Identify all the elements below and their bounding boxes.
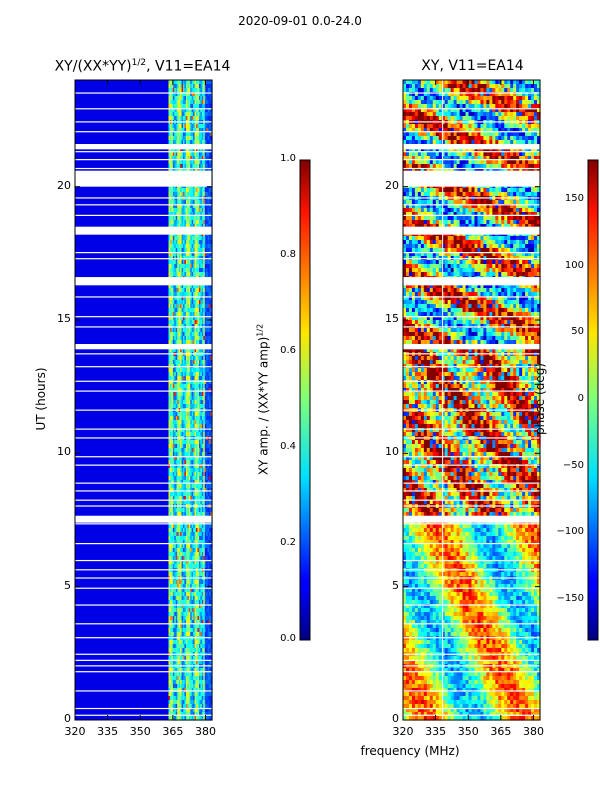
- amp-colorbar: [299, 159, 311, 641]
- right-axes-frame: [402, 79, 541, 721]
- right-panel-title: XY, V11=EA14: [421, 58, 524, 74]
- left-xtick-label: 320: [64, 725, 86, 738]
- figure-suptitle: 2020-09-01 0.0-24.0: [238, 14, 362, 28]
- amp-cb-tick-label: 1.0: [280, 153, 296, 164]
- left-ytick-label: 5: [64, 578, 71, 592]
- amp-cb-tick-label: 0.8: [280, 249, 296, 260]
- left-xtick-label: 365: [162, 725, 184, 738]
- amp-cb-label-main: XY amp. / (XX*YY amp): [256, 336, 271, 476]
- right-xtick-label: 350: [457, 725, 479, 738]
- amp-colorbar-label: XY amp. / (XX*YY amp)1/2: [256, 305, 271, 495]
- phase-cb-tick-label: 100: [564, 259, 584, 271]
- phase-colorbar-label: phase (deg): [533, 363, 547, 436]
- amp-cb-label-sup: 1/2: [255, 323, 265, 337]
- right-ytick-label: 5: [392, 578, 399, 592]
- left-title-rest: , V11=EA14: [146, 58, 231, 75]
- right-xtick-label: 365: [490, 725, 512, 738]
- right-xtick-label: 320: [392, 725, 414, 738]
- amp-cb-tick-label: 0.6: [280, 345, 296, 356]
- right-heatmap: [403, 80, 541, 721]
- right-ytick-label: 15: [385, 312, 399, 325]
- amp-cb-tick-label: 0.2: [280, 537, 296, 548]
- left-ytick-label: 10: [57, 445, 71, 459]
- amp-cb-tick-label: 0.0: [280, 633, 296, 644]
- amp-cb-tick-label: 0.4: [280, 441, 296, 452]
- left-ytick-label: 0: [64, 712, 71, 725]
- right-xtick-label: 380: [522, 725, 544, 738]
- left-ylabel: UT (hours): [34, 367, 48, 431]
- right-xtick-label: 335: [425, 725, 447, 738]
- left-heatmap: [75, 80, 213, 721]
- xaxis-label: frequency (MHz): [360, 744, 460, 758]
- left-ytick-label: 15: [57, 312, 71, 325]
- right-ytick-label: 20: [385, 178, 399, 192]
- left-title-main: XY/(XX*YY): [54, 58, 132, 75]
- right-ytick-label: 10: [385, 445, 399, 459]
- phase-cb-tick-label: 0: [577, 393, 584, 404]
- phase-cb-tick-label: 150: [564, 193, 584, 204]
- right-ytick-label: 0: [392, 712, 399, 725]
- phase-cb-tick-label: −150: [556, 593, 584, 604]
- left-ytick-label: 20: [57, 178, 71, 192]
- phase-cb-tick-label: 50: [571, 326, 584, 338]
- left-title-sup: 1/2: [131, 58, 147, 68]
- phase-cb-tick-label: −100: [556, 526, 584, 538]
- left-xtick-label: 335: [97, 725, 119, 738]
- left-xtick-label: 380: [194, 725, 216, 738]
- phase-colorbar: [587, 159, 599, 641]
- phase-cb-tick-label: −50: [562, 459, 584, 471]
- left-xtick-label: 350: [129, 725, 151, 738]
- left-axes-frame: [74, 79, 213, 721]
- left-panel-title: XY/(XX*YY)1/2, V11=EA14: [40, 58, 245, 75]
